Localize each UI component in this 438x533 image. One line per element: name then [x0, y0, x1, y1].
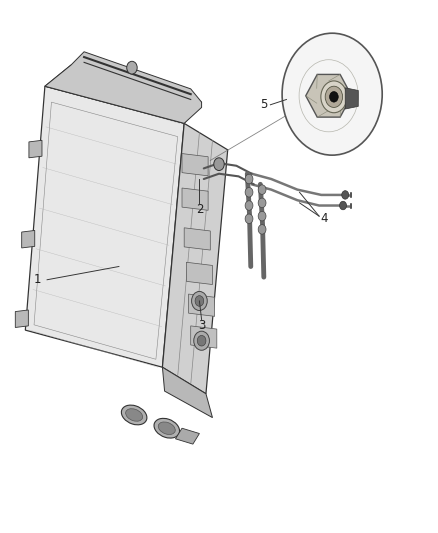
Circle shape: [339, 201, 346, 210]
Circle shape: [321, 81, 347, 113]
Circle shape: [245, 188, 253, 197]
Circle shape: [325, 86, 343, 108]
Circle shape: [329, 92, 338, 102]
Circle shape: [195, 296, 204, 306]
Text: 2: 2: [196, 203, 203, 216]
Polygon shape: [176, 428, 199, 444]
Circle shape: [258, 198, 266, 208]
Circle shape: [214, 158, 224, 171]
Polygon shape: [45, 52, 201, 123]
Circle shape: [282, 33, 382, 155]
Text: 4: 4: [321, 212, 328, 225]
Circle shape: [245, 174, 253, 184]
Ellipse shape: [121, 405, 147, 425]
Circle shape: [194, 331, 209, 350]
Ellipse shape: [158, 422, 175, 434]
Polygon shape: [15, 310, 28, 327]
Polygon shape: [45, 65, 201, 123]
Polygon shape: [182, 188, 208, 211]
Polygon shape: [184, 228, 210, 250]
Circle shape: [258, 185, 266, 195]
Polygon shape: [188, 294, 215, 317]
Polygon shape: [191, 326, 217, 348]
Polygon shape: [29, 140, 42, 158]
Polygon shape: [22, 230, 35, 248]
Text: 3: 3: [198, 319, 205, 333]
Polygon shape: [186, 262, 212, 285]
Text: 1: 1: [33, 273, 41, 286]
Circle shape: [245, 201, 253, 211]
Polygon shape: [306, 75, 352, 117]
Polygon shape: [162, 123, 228, 394]
Ellipse shape: [126, 409, 143, 421]
Polygon shape: [182, 154, 208, 176]
Polygon shape: [25, 86, 184, 367]
Text: 5: 5: [260, 98, 267, 111]
Polygon shape: [162, 367, 212, 418]
Circle shape: [191, 292, 207, 311]
Circle shape: [258, 224, 266, 234]
Circle shape: [127, 61, 137, 74]
Circle shape: [342, 191, 349, 199]
Circle shape: [245, 214, 253, 223]
Ellipse shape: [154, 418, 180, 438]
Circle shape: [197, 335, 206, 346]
Polygon shape: [345, 88, 358, 109]
Circle shape: [258, 212, 266, 221]
